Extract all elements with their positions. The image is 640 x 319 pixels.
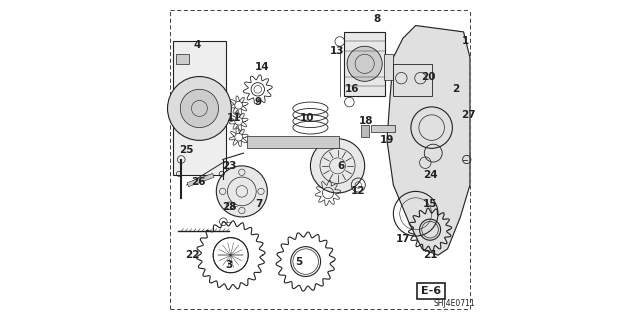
- Text: 28: 28: [222, 202, 236, 212]
- Text: 2: 2: [452, 84, 460, 94]
- Text: 13: 13: [330, 46, 345, 56]
- Text: 19: 19: [380, 135, 394, 145]
- Text: 1: 1: [461, 36, 468, 47]
- Text: 24: 24: [423, 170, 437, 181]
- Text: 20: 20: [421, 71, 436, 82]
- Bar: [344, 32, 385, 96]
- Text: 3: 3: [225, 260, 233, 270]
- Bar: [360, 125, 369, 137]
- Text: 26: 26: [191, 177, 206, 187]
- Text: 25: 25: [179, 145, 193, 155]
- Text: 12: 12: [351, 186, 365, 197]
- Text: E-6: E-6: [420, 286, 441, 296]
- Text: 9: 9: [254, 97, 261, 107]
- Text: 8: 8: [374, 14, 381, 24]
- Text: 10: 10: [300, 113, 314, 123]
- Bar: [384, 54, 394, 80]
- Bar: [246, 136, 339, 148]
- Text: 15: 15: [423, 199, 437, 209]
- Circle shape: [216, 166, 268, 217]
- Text: SHJ4E0711: SHJ4E0711: [433, 299, 475, 308]
- Bar: [176, 54, 189, 64]
- Text: 17: 17: [396, 234, 410, 244]
- Text: 27: 27: [461, 110, 476, 120]
- Text: 16: 16: [345, 84, 359, 94]
- Text: 14: 14: [255, 62, 270, 72]
- Bar: [187, 174, 214, 187]
- Circle shape: [310, 139, 365, 193]
- Text: 6: 6: [337, 161, 344, 171]
- Text: 11: 11: [227, 113, 241, 123]
- Bar: [173, 41, 226, 175]
- Bar: [394, 64, 431, 96]
- Text: 18: 18: [359, 116, 374, 126]
- Circle shape: [347, 46, 382, 81]
- Text: 5: 5: [296, 256, 303, 267]
- Circle shape: [180, 89, 218, 128]
- Text: 23: 23: [222, 161, 236, 171]
- Text: 7: 7: [256, 199, 263, 209]
- Text: 22: 22: [185, 250, 200, 260]
- Bar: [417, 283, 445, 299]
- Text: 4: 4: [193, 40, 201, 50]
- Bar: [371, 125, 395, 132]
- Text: 21: 21: [423, 250, 437, 260]
- Circle shape: [168, 77, 231, 140]
- Polygon shape: [387, 26, 470, 255]
